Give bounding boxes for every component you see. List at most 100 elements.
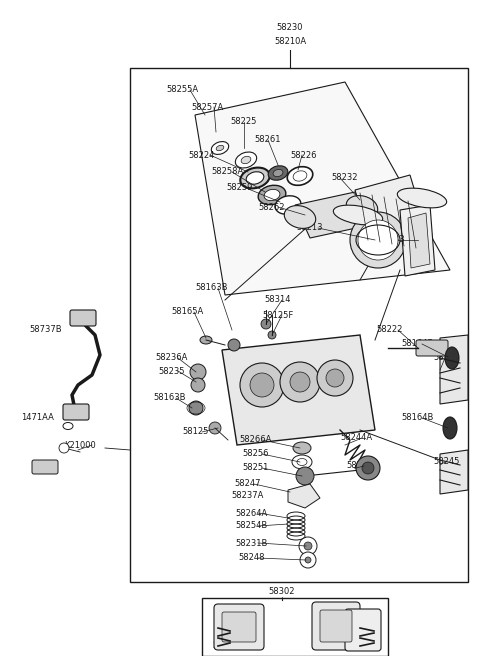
Text: 58737B: 58737B xyxy=(30,325,62,335)
Circle shape xyxy=(228,339,240,351)
FancyBboxPatch shape xyxy=(214,604,264,650)
Polygon shape xyxy=(195,82,450,295)
Text: 58225: 58225 xyxy=(231,117,257,127)
Ellipse shape xyxy=(240,167,270,188)
Ellipse shape xyxy=(241,156,251,164)
Text: 58221: 58221 xyxy=(347,462,373,470)
Circle shape xyxy=(317,360,353,396)
Circle shape xyxy=(209,422,221,434)
Ellipse shape xyxy=(273,169,283,176)
Text: 58244A: 58244A xyxy=(336,640,368,649)
Text: 58233: 58233 xyxy=(379,236,405,245)
Polygon shape xyxy=(222,335,375,445)
Text: 58235: 58235 xyxy=(159,367,185,375)
Circle shape xyxy=(59,443,69,453)
Text: 58125F: 58125F xyxy=(263,310,294,319)
Text: 58266A: 58266A xyxy=(240,436,272,445)
Text: 58237A: 58237A xyxy=(232,491,264,501)
FancyBboxPatch shape xyxy=(63,404,89,420)
Ellipse shape xyxy=(293,171,307,181)
Text: 58251: 58251 xyxy=(243,464,269,472)
Circle shape xyxy=(296,467,314,485)
Ellipse shape xyxy=(216,145,224,151)
Circle shape xyxy=(326,369,344,387)
Circle shape xyxy=(304,542,312,550)
Polygon shape xyxy=(295,192,370,238)
Text: 58244A: 58244A xyxy=(212,640,244,649)
Polygon shape xyxy=(400,205,435,276)
Ellipse shape xyxy=(333,205,383,225)
FancyBboxPatch shape xyxy=(345,609,381,651)
Text: 58226: 58226 xyxy=(291,150,317,159)
Text: 58222: 58222 xyxy=(377,325,403,335)
Circle shape xyxy=(280,362,320,402)
Text: 58256: 58256 xyxy=(243,449,269,459)
Circle shape xyxy=(358,220,398,260)
Circle shape xyxy=(261,319,271,329)
Text: 58164B: 58164B xyxy=(402,340,434,348)
Text: 58125: 58125 xyxy=(183,428,209,436)
Text: 58165A: 58165A xyxy=(172,308,204,316)
FancyBboxPatch shape xyxy=(222,612,256,642)
Circle shape xyxy=(362,462,374,474)
Text: K21000: K21000 xyxy=(64,440,96,449)
Circle shape xyxy=(305,557,311,563)
Circle shape xyxy=(240,363,284,407)
Polygon shape xyxy=(440,335,468,404)
Ellipse shape xyxy=(246,172,264,184)
FancyBboxPatch shape xyxy=(70,310,96,326)
Polygon shape xyxy=(355,175,425,240)
Text: 58262: 58262 xyxy=(259,203,285,211)
Text: 58314: 58314 xyxy=(265,295,291,304)
Ellipse shape xyxy=(293,442,311,454)
FancyBboxPatch shape xyxy=(32,460,58,474)
Ellipse shape xyxy=(287,167,313,186)
Text: 58163B: 58163B xyxy=(196,283,228,293)
Ellipse shape xyxy=(292,455,312,469)
Text: 58259: 58259 xyxy=(227,184,253,192)
Ellipse shape xyxy=(211,142,228,154)
Ellipse shape xyxy=(346,195,378,218)
Text: 58213: 58213 xyxy=(297,224,323,232)
Text: 58245: 58245 xyxy=(434,354,460,363)
Text: 58302: 58302 xyxy=(269,588,295,596)
Polygon shape xyxy=(408,213,430,268)
Circle shape xyxy=(250,373,274,397)
Text: 58261: 58261 xyxy=(255,136,281,144)
Text: 58244A: 58244A xyxy=(340,434,372,443)
Text: 58210A: 58210A xyxy=(274,37,306,45)
Ellipse shape xyxy=(397,188,447,208)
Polygon shape xyxy=(288,484,320,508)
Circle shape xyxy=(356,456,380,480)
Text: 58164B: 58164B xyxy=(402,413,434,422)
Text: 58236A: 58236A xyxy=(156,354,188,363)
FancyBboxPatch shape xyxy=(202,598,388,656)
Circle shape xyxy=(268,331,276,339)
Polygon shape xyxy=(440,450,468,494)
Ellipse shape xyxy=(445,347,459,369)
Text: 58257A: 58257A xyxy=(192,102,224,112)
Text: 58163B: 58163B xyxy=(154,394,186,403)
FancyBboxPatch shape xyxy=(312,602,360,650)
Text: 58248: 58248 xyxy=(239,554,265,562)
Circle shape xyxy=(190,364,206,380)
FancyBboxPatch shape xyxy=(130,68,468,582)
Ellipse shape xyxy=(275,195,301,215)
Circle shape xyxy=(299,537,317,555)
Ellipse shape xyxy=(268,166,288,180)
Ellipse shape xyxy=(235,152,257,168)
Text: 58232: 58232 xyxy=(332,173,358,182)
Ellipse shape xyxy=(200,336,212,344)
FancyBboxPatch shape xyxy=(320,610,352,642)
Ellipse shape xyxy=(443,417,457,439)
FancyBboxPatch shape xyxy=(416,340,448,356)
Ellipse shape xyxy=(264,190,280,201)
Circle shape xyxy=(350,212,406,268)
Circle shape xyxy=(191,378,205,392)
Ellipse shape xyxy=(284,205,316,228)
Text: 58245: 58245 xyxy=(434,457,460,466)
Text: 58224: 58224 xyxy=(189,150,215,159)
Text: 1471AA: 1471AA xyxy=(22,413,54,422)
Text: 58255A: 58255A xyxy=(166,85,198,94)
Text: 58264A: 58264A xyxy=(236,508,268,518)
